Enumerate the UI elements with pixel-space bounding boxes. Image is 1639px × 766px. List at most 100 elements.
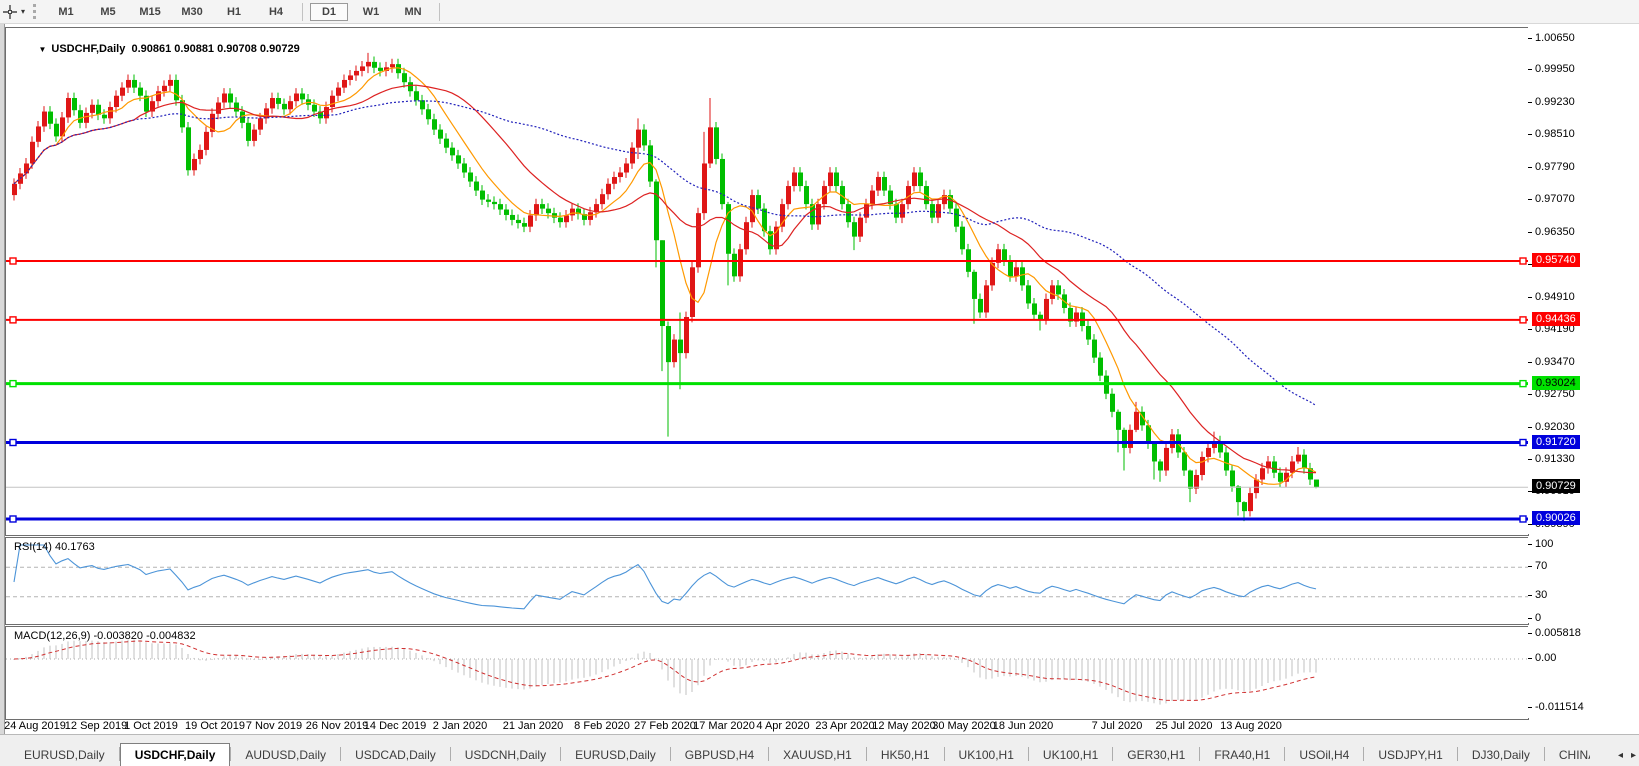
- date-label: 13 Aug 2020: [1220, 720, 1282, 732]
- tab-separator: [943, 747, 945, 761]
- rsi-axis: 100 70 30 0: [1528, 537, 1639, 625]
- chart-region: ▼ USDCHF,Daily 0.90861 0.90881 0.90708 0.…: [0, 23, 1639, 735]
- date-label: 19 Oct 2019: [185, 720, 245, 732]
- timeframe-button-h1[interactable]: H1: [226, 5, 242, 18]
- crosshair-tool-icon[interactable]: [1, 4, 19, 20]
- tab-ger30-h1[interactable]: GER30,H1: [1127, 748, 1186, 762]
- tab-separator: [560, 747, 562, 761]
- rsi-label: RSI(14) 40.1763: [14, 541, 95, 553]
- date-label: 14 Dec 2019: [363, 720, 427, 732]
- support-resistance-lines[interactable]: [6, 257, 1528, 523]
- price-tick: 0.93470: [1528, 356, 1575, 369]
- date-label: 2 Jan 2020: [432, 720, 488, 732]
- tab-separator: [1363, 747, 1365, 761]
- price-level-tag: 0.93024: [1532, 375, 1580, 390]
- rsi-value: 40.1763: [54, 541, 95, 553]
- timeframe-button-h4[interactable]: H4: [268, 5, 284, 18]
- price-tick: 0.92030: [1528, 421, 1575, 434]
- macd-axis-tick: -0.011514: [1528, 701, 1584, 714]
- date-axis[interactable]: 24 Aug 2019 12 Sep 2019 1 Oct 2019 19 Oct 2…: [4, 719, 1527, 735]
- collapse-triangle-icon[interactable]: ▼: [38, 45, 47, 54]
- tab-gbpusd-h4[interactable]: GBPUSD,H4: [684, 748, 755, 762]
- rsi-line: [13, 544, 1317, 610]
- date-label: 23 Apr 2020: [815, 720, 875, 732]
- macd-axis-tick: 0.00: [1528, 652, 1556, 665]
- toolbar-grip[interactable]: [33, 4, 37, 19]
- date-label: 8 Feb 2020: [574, 720, 630, 732]
- timeframe-button-m5[interactable]: M5: [100, 5, 116, 18]
- tab-scroll-right-icon[interactable]: ▸: [1630, 750, 1636, 761]
- MA-mid-line: [13, 84, 1316, 474]
- price-tick: 1.00650: [1528, 32, 1575, 45]
- ohlc-values: 0.90861 0.90881 0.90708 0.90729: [131, 43, 300, 55]
- tab-separator: [669, 747, 671, 761]
- tab-audusd-daily[interactable]: AUDUSD,Daily: [245, 748, 327, 762]
- timeframe-button-d1[interactable]: D1: [310, 2, 349, 21]
- timeframe-buttons: M1 M5 M15 M30 H1 H4 D1 W1 MN: [45, 2, 445, 21]
- rsi-axis-tick: 70: [1528, 560, 1547, 573]
- rsi-axis-tick: 30: [1528, 589, 1547, 602]
- tab-separator: [1456, 747, 1458, 761]
- tab-eurusd-daily[interactable]: EURUSD,Daily: [24, 748, 105, 762]
- timeframe-button-m1[interactable]: M1: [58, 5, 74, 18]
- toolbar: ▾ M1 M5 M15 M30 H1 H4 D1 W1 MN: [0, 0, 1639, 24]
- price-tick: 0.98510: [1528, 128, 1575, 141]
- tab-eurusd-daily[interactable]: EURUSD,Daily: [575, 748, 656, 762]
- tab-separator: [449, 747, 451, 761]
- tab-dj30-daily[interactable]: DJ30,Daily: [1471, 748, 1530, 762]
- tab-scroll-left-icon[interactable]: ◂: [1617, 750, 1623, 761]
- toolbar-separator: [439, 2, 441, 21]
- rsi-panel[interactable]: RSI(14) 40.1763: [5, 537, 1529, 625]
- rsi-axis-tick: 100: [1528, 538, 1553, 551]
- date-label: 24 Aug 2019: [4, 720, 66, 732]
- price-axis[interactable]: 1.00650 0.99950 0.99230 0.98510 0.97790 0.970…: [1528, 27, 1639, 534]
- tab-separator: [118, 747, 120, 761]
- price-chart-panel[interactable]: ▼ USDCHF,Daily 0.90861 0.90881 0.90708 0.…: [5, 27, 1529, 536]
- date-label: 7 Jul 2020: [1091, 720, 1143, 732]
- tab-scroll-buttons: ◂ ▸: [1618, 750, 1636, 761]
- tab-hk50-h1[interactable]: HK50,H1: [880, 748, 930, 762]
- macd-values: -0.003820 -0.004832: [93, 630, 196, 642]
- tab-separator: [1027, 747, 1029, 761]
- tab-usdcnh-daily[interactable]: USDCNH,Daily: [464, 748, 547, 762]
- MA-slow-line: [13, 100, 1317, 407]
- rsi-axis-tick: 0: [1528, 612, 1541, 625]
- timeframe-button-mn[interactable]: MN: [404, 5, 422, 18]
- price-tick: 0.99230: [1528, 96, 1575, 109]
- chart-tab-bar: EURUSD,Daily USDCHF,Daily AUDUSD,Daily USDC…: [0, 734, 1639, 766]
- tab-usoil-h4[interactable]: USOil,H4: [1299, 748, 1350, 762]
- tab-china300-h1[interactable]: CHINA300,H1: [1558, 748, 1590, 762]
- timeframe-button-w1[interactable]: W1: [362, 5, 380, 18]
- tab-xauusd-h1[interactable]: XAUUSD,H1: [783, 748, 852, 762]
- chart-header: ▼ USDCHF,Daily 0.90861 0.90881 0.90708 0.…: [14, 31, 300, 67]
- tool-dropdown-caret-icon[interactable]: ▾: [21, 7, 26, 16]
- tab-usdchf-daily[interactable]: USDCHF,Daily: [119, 743, 231, 766]
- price-tick: 0.91330: [1528, 453, 1575, 466]
- tab-uk100-h1[interactable]: UK100,H1: [958, 748, 1014, 762]
- tab-usdjpy-h1[interactable]: USDJPY,H1: [1378, 748, 1443, 762]
- price-level-tag: 0.94436: [1532, 311, 1580, 326]
- macd-panel[interactable]: MACD(12,26,9) -0.003820 -0.004832: [5, 626, 1529, 720]
- price-tick: 0.99950: [1528, 63, 1575, 76]
- tab-uk100-h1[interactable]: UK100,H1: [1042, 748, 1099, 762]
- price-level-tag: 0.91720: [1532, 434, 1580, 449]
- timeframe-button-m30[interactable]: M30: [181, 5, 203, 18]
- tab-separator: [230, 747, 232, 761]
- macd-plot: [6, 639, 1528, 705]
- date-label: 4 Apr 2020: [756, 720, 810, 732]
- candlestick-chart[interactable]: [6, 28, 1528, 535]
- price-tick: 0.92750: [1528, 388, 1575, 401]
- tab-separator: [768, 747, 770, 761]
- date-label: 1 Oct 2019: [124, 720, 178, 732]
- timeframe-button-m15[interactable]: M15: [139, 5, 161, 18]
- macd-axis: 0.005818 0.00 -0.011514: [1528, 626, 1639, 718]
- tab-separator: [1543, 747, 1545, 761]
- tab-usdcad-daily[interactable]: USDCAD,Daily: [355, 748, 436, 762]
- macd-signal-line: [13, 640, 1317, 701]
- tab-separator: [865, 747, 867, 761]
- date-label: 18 Jun 2020: [992, 720, 1054, 732]
- symbol-label: USDCHF,Daily: [51, 43, 126, 55]
- rsi-plot: [6, 544, 1528, 610]
- tab-fra40-h1[interactable]: FRA40,H1: [1214, 748, 1271, 762]
